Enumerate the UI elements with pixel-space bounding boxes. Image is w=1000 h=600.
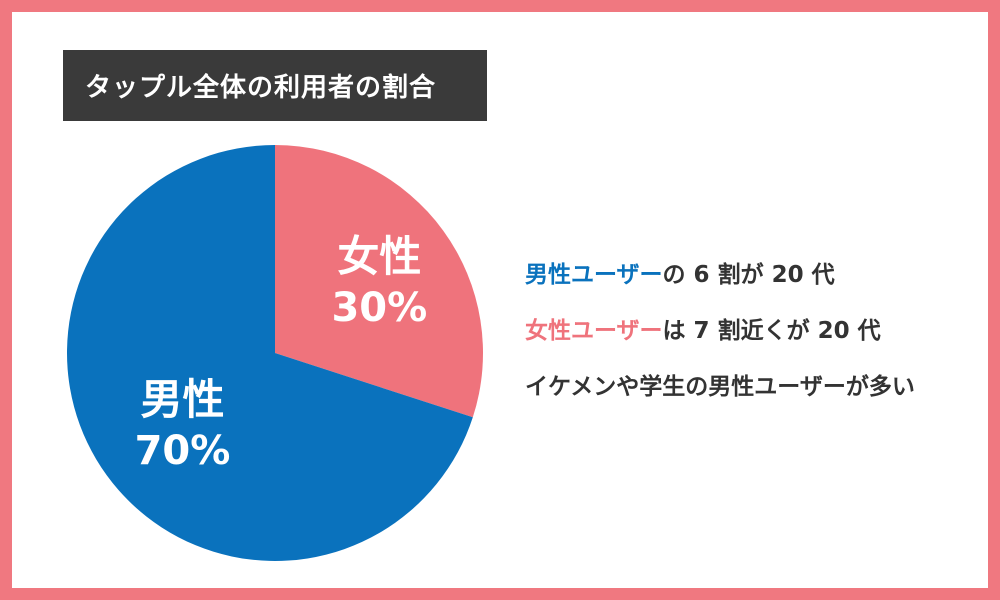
note-female-highlight: 女性ユーザー	[525, 318, 663, 344]
slice-label-male: 男性	[140, 375, 224, 424]
slice-percent-female: 30%	[331, 285, 427, 331]
note-male: 男性ユーザーの 6 割が 20 代	[525, 259, 985, 303]
note-male-highlight: 男性ユーザー	[525, 262, 663, 288]
slice-label-female: 女性	[337, 232, 421, 281]
note-female: 女性ユーザーは 7 割近くが 20 代	[525, 315, 985, 359]
notes-list: 男性ユーザーの 6 割が 20 代 女性ユーザーは 7 割近くが 20 代 イケ…	[525, 259, 985, 427]
title-banner: タップル全体の利用者の割合	[63, 50, 487, 121]
note-general-text: イケメンや学生の男性ユーザーが多い	[525, 374, 915, 400]
note-general: イケメンや学生の男性ユーザーが多い	[525, 371, 985, 415]
pie-slice-female	[275, 145, 483, 418]
chart-title: タップル全体の利用者の割合	[85, 73, 437, 103]
note-female-text: は 7 割近くが 20 代	[662, 318, 881, 344]
slice-percent-male: 70%	[135, 428, 231, 474]
note-male-text: の 6 割が 20 代	[662, 262, 835, 288]
pie-slice-male	[67, 145, 473, 561]
